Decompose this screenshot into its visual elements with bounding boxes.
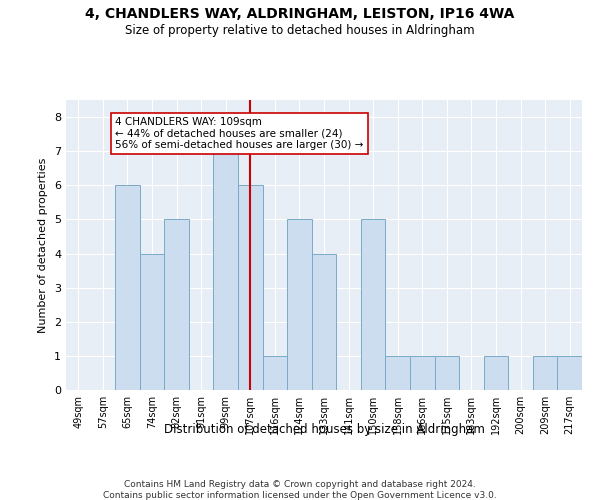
Bar [287,220,312,390]
Bar [385,356,410,390]
Text: Contains public sector information licensed under the Open Government Licence v3: Contains public sector information licen… [103,491,497,500]
Text: 4 CHANDLERS WAY: 109sqm
← 44% of detached houses are smaller (24)
56% of semi-de: 4 CHANDLERS WAY: 109sqm ← 44% of detache… [115,117,364,150]
Bar [115,186,140,390]
Bar [434,356,459,390]
Bar [361,220,385,390]
Bar [312,254,336,390]
Bar [557,356,582,390]
Text: Contains HM Land Registry data © Crown copyright and database right 2024.: Contains HM Land Registry data © Crown c… [124,480,476,489]
Bar [214,151,238,390]
Bar [263,356,287,390]
Bar [410,356,434,390]
Bar [164,220,189,390]
Bar [484,356,508,390]
Bar [533,356,557,390]
Text: Distribution of detached houses by size in Aldringham: Distribution of detached houses by size … [164,422,484,436]
Bar [238,186,263,390]
Text: Size of property relative to detached houses in Aldringham: Size of property relative to detached ho… [125,24,475,37]
Bar [140,254,164,390]
Text: 4, CHANDLERS WAY, ALDRINGHAM, LEISTON, IP16 4WA: 4, CHANDLERS WAY, ALDRINGHAM, LEISTON, I… [85,8,515,22]
Y-axis label: Number of detached properties: Number of detached properties [38,158,49,332]
